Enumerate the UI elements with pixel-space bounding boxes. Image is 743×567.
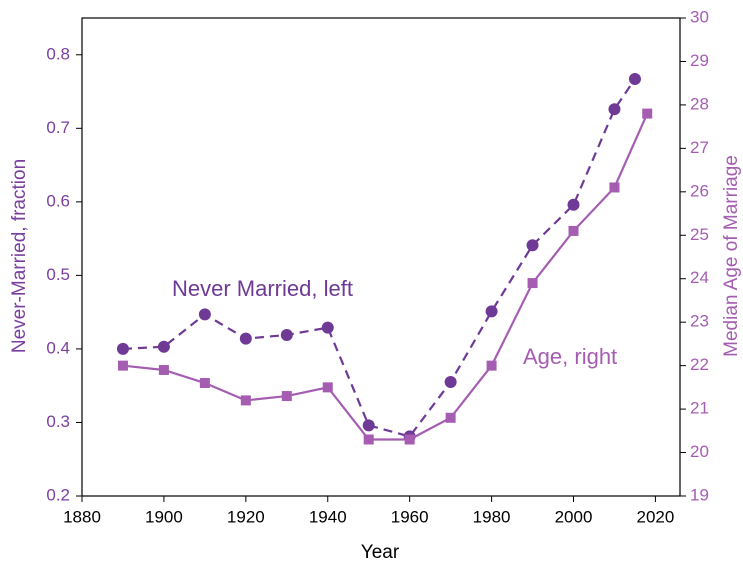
y-tick-label: 0.5 — [46, 265, 70, 284]
point — [486, 360, 497, 371]
x-tick-label: 1880 — [63, 507, 101, 526]
point — [157, 340, 170, 353]
point — [568, 225, 579, 236]
series-label: Never Married, left — [172, 276, 353, 301]
point — [321, 321, 334, 334]
point — [628, 73, 641, 86]
point — [609, 182, 620, 193]
point — [239, 332, 252, 345]
x-tick-label: 1900 — [145, 507, 183, 526]
y2-tick-label: 23 — [690, 312, 709, 331]
y2-tick-label: 24 — [690, 268, 709, 287]
y-tick-label: 0.7 — [46, 118, 70, 137]
point — [117, 360, 128, 371]
point — [404, 434, 415, 445]
y-tick-label: 0.4 — [46, 338, 70, 357]
y-axis-label: Never-Married, fraction — [9, 159, 30, 353]
y2-tick-label: 28 — [690, 94, 709, 113]
y2-tick-label: 26 — [690, 181, 709, 200]
x-tick-label: 1920 — [227, 507, 265, 526]
point — [116, 342, 129, 355]
point — [362, 419, 375, 432]
x-tick-label: 2020 — [637, 507, 675, 526]
x-tick-label: 1940 — [309, 507, 347, 526]
x-axis-label: Year — [361, 542, 400, 563]
y-tick-label: 0.3 — [46, 412, 70, 431]
point — [280, 328, 293, 341]
x-tick-label: 2000 — [555, 507, 593, 526]
x-tick-label: 1980 — [473, 507, 511, 526]
y2-tick-label: 29 — [690, 51, 709, 70]
point — [608, 103, 621, 116]
y2-tick-label: 19 — [690, 485, 709, 504]
point — [526, 239, 539, 252]
y-tick-label: 0.8 — [46, 44, 70, 63]
y2-tick-label: 27 — [690, 138, 709, 157]
point — [527, 278, 538, 289]
point — [322, 382, 333, 393]
point — [281, 391, 292, 402]
y2-tick-label: 20 — [690, 442, 709, 461]
y2-tick-label: 25 — [690, 225, 709, 244]
y-tick-label: 0.6 — [46, 191, 70, 210]
point — [444, 376, 457, 389]
point — [158, 364, 169, 375]
point — [198, 308, 211, 321]
y2-tick-label: 21 — [690, 399, 709, 418]
point — [445, 412, 456, 423]
series-label: Age, right — [523, 344, 617, 369]
y2-axis-label: Median Age of Marriage — [721, 155, 742, 357]
y-tick-label: 0.2 — [46, 485, 70, 504]
point — [642, 108, 653, 119]
series-line — [122, 113, 649, 441]
y2-tick-label: 30 — [690, 7, 709, 26]
point — [567, 198, 580, 211]
series-line — [122, 78, 636, 438]
point — [199, 378, 210, 389]
plot-frame — [81, 17, 681, 497]
x-tick-label: 1960 — [391, 507, 429, 526]
point — [485, 305, 498, 318]
point — [363, 434, 374, 445]
y2-tick-label: 22 — [690, 355, 709, 374]
point — [240, 395, 251, 406]
